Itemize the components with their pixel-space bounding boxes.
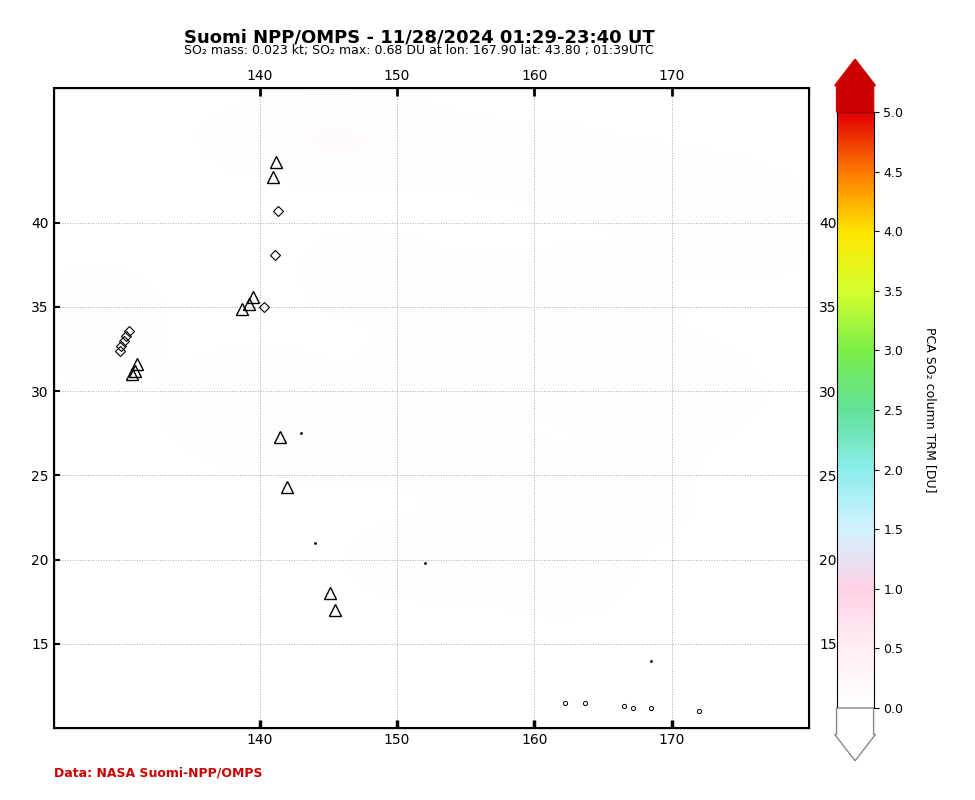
Text: SO₂ mass: 0.023 kt; SO₂ max: 0.68 DU at lon: 167.90 lat: 43.80 ; 01:39UTC: SO₂ mass: 0.023 kt; SO₂ max: 0.68 DU at … [184, 44, 654, 57]
Y-axis label: PCA SO₂ column TRM [DU]: PCA SO₂ column TRM [DU] [924, 327, 937, 493]
Text: Suomi NPP/OMPS - 11/28/2024 01:29-23:40 UT: Suomi NPP/OMPS - 11/28/2024 01:29-23:40 … [184, 28, 654, 46]
Text: Data: NASA Suomi-NPP/OMPS: Data: NASA Suomi-NPP/OMPS [54, 767, 262, 780]
